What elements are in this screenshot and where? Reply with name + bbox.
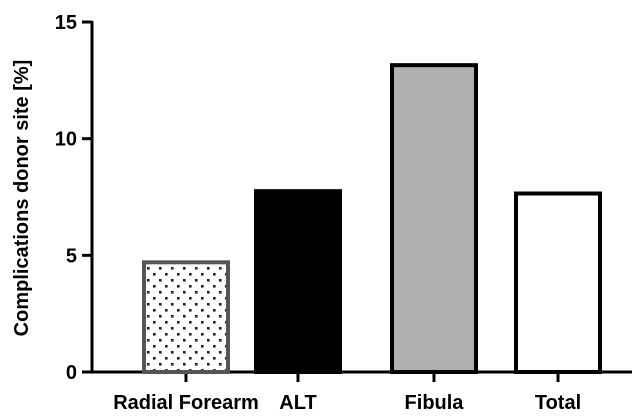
y-tick-label: 15 (55, 12, 77, 34)
x-tick-label: Radial Forearm (113, 392, 259, 414)
x-tick-label: ALT (279, 392, 316, 414)
bar-total (514, 191, 602, 374)
labels: 0 5 10 15 Radial Forearm ALT Fibula Total (55, 12, 581, 414)
bar-alt (254, 189, 342, 374)
bar-fibula (390, 63, 478, 375)
y-axis-label: Complications donor site [%] (11, 60, 33, 337)
y-tick-label: 5 (66, 245, 77, 267)
y-tick-label: 10 (55, 129, 77, 151)
x-tick-label: Total (535, 392, 581, 414)
bar-radial-forearm (142, 260, 230, 375)
bars (142, 63, 602, 375)
x-tick-label: Fibula (405, 392, 465, 414)
y-tick-label: 0 (66, 362, 77, 384)
